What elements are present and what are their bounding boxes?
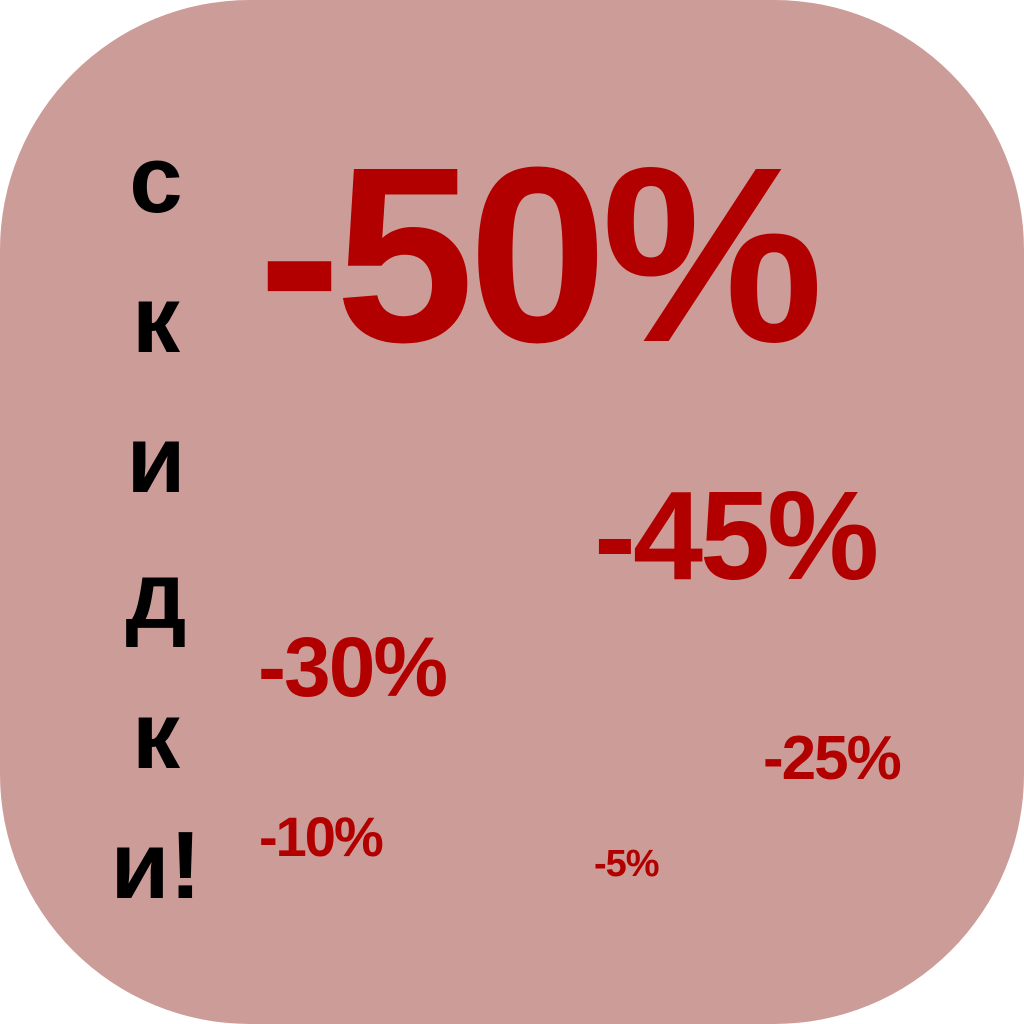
vertical-label-char: и!	[110, 812, 202, 919]
discount-50: -50%	[258, 115, 824, 394]
vertical-label-char: к	[131, 266, 181, 373]
discount-10: -10%	[259, 805, 384, 868]
vertical-label-char: д	[125, 542, 187, 649]
vertical-label-char: и	[126, 406, 186, 513]
discount-30: -30%	[258, 620, 448, 714]
vertical-label-char: с	[129, 126, 183, 233]
discount-45: -45%	[594, 465, 879, 606]
discount-25: -25%	[763, 724, 902, 793]
discount-5: -5%	[594, 843, 660, 885]
vertical-label-char: к	[131, 682, 181, 789]
